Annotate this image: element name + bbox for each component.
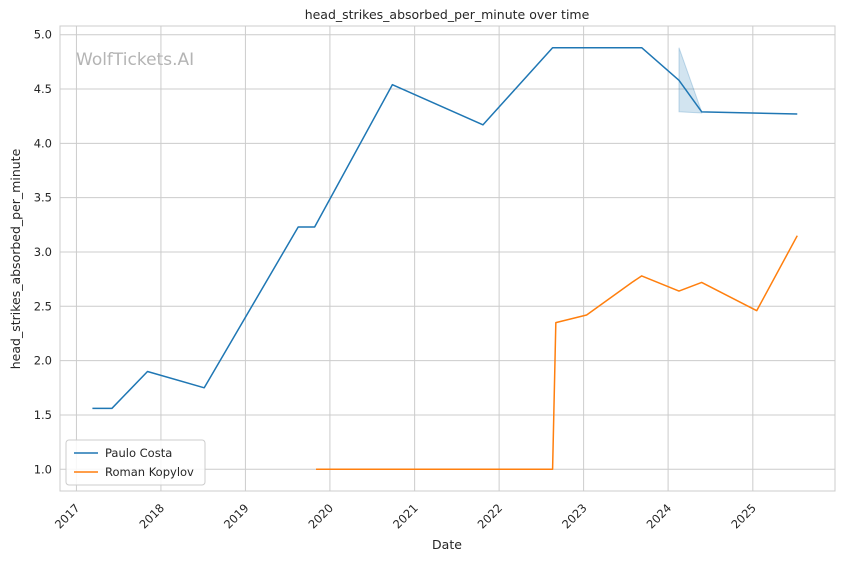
- y-axis-label: head_strikes_absorbed_per_minute: [8, 148, 23, 369]
- confidence-bands: [678, 47, 703, 114]
- y-tick-label: 1.5: [34, 408, 52, 422]
- y-tick-label: 4.0: [34, 136, 52, 150]
- legend-box: [65, 439, 206, 486]
- y-tick-label: 5.0: [34, 28, 52, 42]
- series-lines: [92, 46, 798, 471]
- x-tick-label: 2025: [728, 501, 759, 532]
- y-tick-label: 3.5: [34, 191, 52, 205]
- chart-title: head_strikes_absorbed_per_minute over ti…: [305, 7, 590, 22]
- y-tick-label: 4.5: [34, 82, 52, 96]
- x-tick-label: 2023: [559, 501, 590, 532]
- legend: Paulo Costa Roman Kopylov: [65, 439, 206, 486]
- x-tick-labels: 2017 2018 2019 2020 2021 2022 2023 2024 2025: [52, 501, 759, 532]
- x-tick-label: 2017: [52, 501, 83, 532]
- plot-area: [59, 25, 836, 492]
- watermark: WolfTickets.AI: [76, 50, 194, 70]
- y-tick-label: 3.0: [34, 245, 52, 259]
- y-tick-label: 2.5: [34, 299, 52, 313]
- grid: [60, 26, 835, 491]
- legend-label: Roman Kopylov: [105, 465, 194, 479]
- x-tick-label: 2024: [644, 501, 675, 532]
- x-tick-label: 2019: [221, 501, 252, 532]
- x-axis-label: Date: [432, 537, 462, 552]
- confidence-band: [678, 47, 703, 114]
- x-tick-label: 2022: [475, 501, 506, 532]
- series-line: [92, 46, 798, 410]
- x-tick-label: 2021: [390, 501, 421, 532]
- y-tick-label: 2.0: [34, 354, 52, 368]
- x-tick-label: 2020: [305, 501, 336, 532]
- y-tick-labels: 1.0 1.5 2.0 2.5 3.0 3.5 4.0 4.5 5.0: [34, 28, 52, 477]
- series-line: [316, 235, 798, 471]
- y-tick-label: 1.0: [34, 462, 52, 476]
- legend-label: Paulo Costa: [105, 446, 172, 460]
- x-tick-label: 2018: [136, 501, 167, 532]
